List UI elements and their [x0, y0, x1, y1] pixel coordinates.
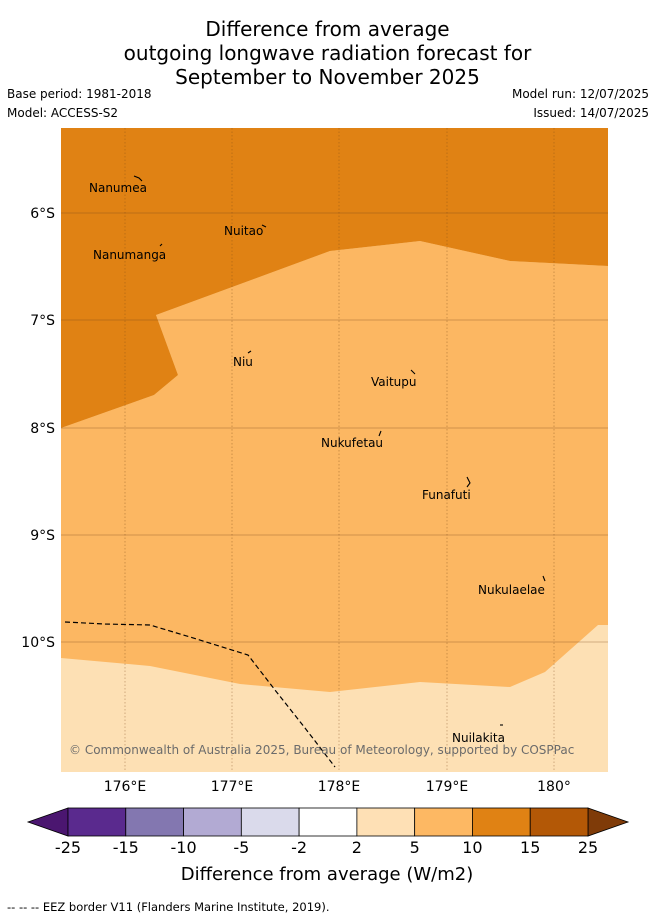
map-title-line-1: Difference from average: [205, 17, 450, 41]
colorbar-segment: [529, 807, 589, 837]
lon-label: 178°E: [318, 779, 361, 795]
island-labels: Nanumea Nuitao Nanumanga Niu Vaitupu Nuk…: [89, 181, 545, 745]
island-label-vaitupu: Vaitupu: [371, 375, 417, 389]
island-label-funafuti: Funafuti: [422, 488, 471, 502]
colorbar: -25 -15 -10 -5 -2 2 5 10 15 25: [26, 807, 630, 857]
island-icon: [133, 175, 143, 182]
colorbar-tick-label: -10: [170, 838, 196, 857]
colorbar-segment: [356, 807, 416, 837]
eez-border-note: -- -- -- EEZ border V11 (Flanders Marine…: [7, 900, 330, 914]
colorbar-title: Difference from average (W/m2): [181, 864, 473, 885]
island-label-niu: Niu: [233, 355, 253, 369]
lat-axis-labels: 6°S 7°S 8°S 9°S 10°S: [21, 206, 55, 651]
lat-label: 6°S: [30, 206, 55, 222]
lat-label: 10°S: [21, 635, 55, 651]
lat-gridlines: [61, 212, 608, 643]
lon-axis-labels: 176°E 177°E 178°E 179°E 180°: [104, 779, 571, 795]
colorbar-tick-label: -25: [55, 838, 81, 857]
island-shapes: [133, 175, 546, 726]
colorbar-tick-label: 2: [352, 838, 362, 857]
colorbar-segment: [472, 807, 531, 837]
colorbar-tick-label: 5: [410, 838, 420, 857]
island-label-nanumanga: Nanumanga: [93, 248, 166, 262]
base-period-label: Base period: 1981-2018: [7, 87, 152, 101]
lon-label: 179°E: [426, 779, 469, 795]
map-field: Nanumea Nuitao Nanumanga Niu Vaitupu Nuk…: [61, 128, 608, 772]
island-icon: [410, 369, 416, 375]
island-label-nuitao: Nuitao: [224, 224, 263, 238]
lon-gridlines: [124, 128, 555, 772]
issued-label: Issued: 14/07/2025: [533, 106, 649, 120]
colorbar-segment: [183, 807, 242, 837]
colorbar-segment: [240, 807, 300, 837]
colorbar-tick-label: -2: [291, 838, 307, 857]
colorbar-tick-label: 15: [520, 838, 540, 857]
island-label-nuilakita: Nuilakita: [452, 731, 505, 745]
colorbar-tick-label: -15: [113, 838, 139, 857]
island-label-nukulaelae: Nukulaelae: [478, 583, 545, 597]
copyright-notice: © Commonwealth of Australia 2025, Bureau…: [69, 743, 574, 757]
colorbar-segment: [125, 807, 184, 837]
island-icon: [247, 350, 252, 354]
lat-label: 8°S: [30, 421, 55, 437]
colorbar-tick-label: 25: [578, 838, 598, 857]
lon-label: 176°E: [104, 779, 147, 795]
island-icon: [542, 575, 546, 582]
model-label: Model: ACCESS-S2: [7, 106, 119, 120]
field-band-5-to-10: [61, 241, 608, 692]
field-band-10-to-15: [61, 128, 608, 428]
colorbar-extension-high: [587, 807, 630, 837]
island-label-nukufetau: Nukufetau: [321, 436, 383, 450]
colorbar-segment: [67, 807, 127, 837]
colorbar-tick-label: 10: [462, 838, 482, 857]
colorbar-segment: [298, 807, 358, 837]
colorbar-extension-low: [26, 807, 69, 837]
colorbar-segment: [414, 807, 473, 837]
colorbar-tick-label: -5: [233, 838, 249, 857]
island-icon: [159, 243, 163, 247]
lon-label: 177°E: [211, 779, 254, 795]
lon-label: 180°: [537, 779, 571, 795]
lat-label: 7°S: [30, 313, 55, 329]
lat-label: 9°S: [30, 528, 55, 544]
island-icon: [378, 430, 382, 437]
island-label-nanumea: Nanumea: [89, 181, 147, 195]
map-title-line-2: outgoing longwave radiation forecast for: [123, 41, 532, 65]
model-run-label: Model run: 12/07/2025: [511, 87, 649, 101]
island-icon: [466, 476, 471, 488]
island-icon: [261, 224, 267, 228]
map-title-line-3: September to November 2025: [175, 65, 480, 89]
eez-border-line: [64, 621, 336, 768]
